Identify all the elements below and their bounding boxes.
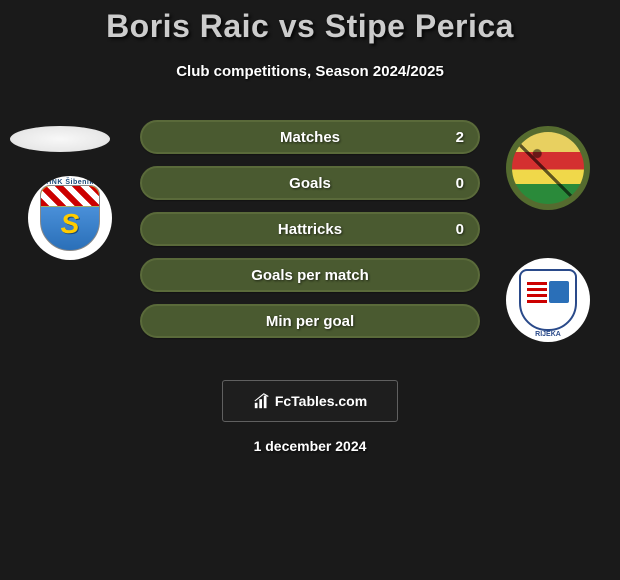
- comparison-area: HNK Šibenik HNK RIJEKA Matches2Goals0Hat…: [0, 108, 620, 368]
- stat-value-right: 0: [456, 214, 464, 244]
- stat-pill: Goals per match: [140, 258, 480, 292]
- stat-pill: Min per goal: [140, 304, 480, 338]
- stat-pill: Goals0: [140, 166, 480, 200]
- stat-label: Min per goal: [142, 313, 478, 330]
- shield-icon: [40, 185, 100, 251]
- stat-pill: Hattricks0: [140, 212, 480, 246]
- shield-icon: [519, 269, 577, 331]
- club-logo-right-1: [506, 126, 590, 210]
- page-title: Boris Raic vs Stipe Perica: [0, 0, 620, 45]
- stat-label: Goals: [142, 175, 478, 192]
- right-player-column: HNK RIJEKA: [490, 108, 620, 368]
- bar-chart-icon: [253, 392, 271, 410]
- stat-label: Goals per match: [142, 267, 478, 284]
- footer-date: 1 december 2024: [0, 438, 620, 454]
- stat-label: Matches: [142, 129, 478, 146]
- stat-pill: Matches2: [140, 120, 480, 154]
- subtitle: Club competitions, Season 2024/2025: [0, 63, 620, 80]
- branding-badge[interactable]: FcTables.com: [222, 380, 398, 422]
- club-logo-rijeka: HNK RIJEKA: [506, 258, 590, 342]
- club-logo-sibenik: HNK Šibenik: [28, 176, 112, 260]
- stat-label: Hattricks: [142, 221, 478, 238]
- stat-value-right: 0: [456, 168, 464, 198]
- player-avatar-left: [10, 126, 110, 152]
- stat-value-right: 2: [456, 122, 464, 152]
- club-name: RIJEKA: [506, 331, 590, 338]
- left-player-column: HNK Šibenik: [0, 108, 130, 368]
- stat-pills: Matches2Goals0Hattricks0Goals per matchM…: [140, 120, 480, 350]
- emblem-icon: [512, 132, 584, 204]
- branding-text: FcTables.com: [275, 393, 367, 409]
